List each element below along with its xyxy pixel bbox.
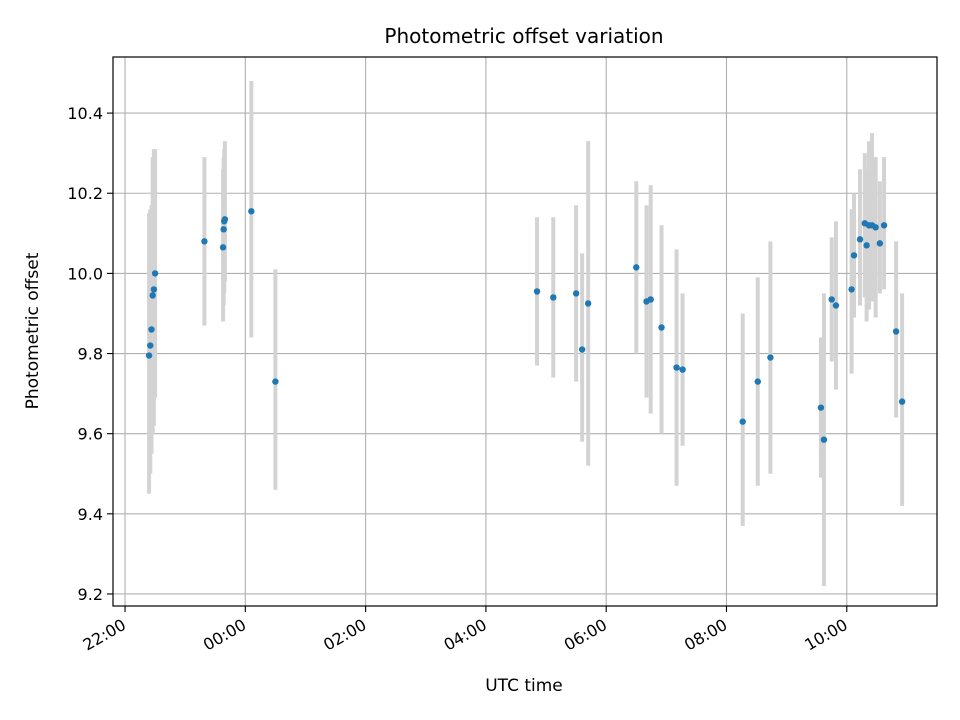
data-point (828, 296, 835, 303)
x-tick-label: 02:00 (320, 615, 369, 655)
data-point (572, 290, 580, 297)
y-tick-label: 9.8 (78, 345, 103, 364)
y-axis-ticks: 9.2 9.4 9.6 9.8 10.0 10.2 10.4 (67, 104, 113, 604)
y-tick-label: 10.4 (67, 104, 103, 123)
data-point (219, 244, 227, 251)
data-point (850, 252, 858, 259)
y-tick-label: 9.6 (78, 425, 103, 444)
data-point (578, 346, 586, 353)
error-bars (147, 81, 905, 586)
data-point (754, 378, 761, 385)
y-axis-label: Photometric offset (23, 252, 43, 409)
x-tick-label: 06:00 (561, 615, 610, 655)
data-point (856, 236, 864, 243)
data-point (673, 364, 680, 371)
data-point (550, 294, 557, 301)
data-point (147, 342, 154, 349)
data-point (221, 216, 229, 223)
x-tick-label: 00:00 (200, 615, 249, 655)
data-point (151, 270, 159, 277)
data-point (872, 224, 879, 231)
data-point (533, 288, 541, 295)
data-point (248, 208, 255, 215)
plot-area-frame (112, 56, 938, 607)
data-point (584, 300, 592, 307)
data-point (658, 324, 665, 331)
data-point (817, 404, 825, 411)
data-point (876, 240, 884, 247)
data-point (848, 286, 855, 293)
data-point (820, 436, 828, 443)
data-point (767, 354, 774, 361)
x-axis-label: UTC time (485, 676, 563, 696)
data-point (220, 226, 227, 233)
x-tick-label: 04:00 (440, 615, 489, 655)
data-points (145, 208, 906, 443)
y-tick-label: 10.2 (67, 184, 103, 203)
x-tick-label: 22:00 (80, 615, 129, 655)
data-point (150, 286, 158, 293)
data-point (148, 326, 155, 333)
data-point (739, 418, 746, 425)
y-tick-label: 9.2 (78, 585, 103, 604)
data-point (863, 242, 870, 249)
data-point (149, 292, 156, 299)
chart-title: Photometric offset variation (384, 24, 663, 48)
y-tick-label: 9.4 (78, 505, 103, 524)
x-tick-label: 10:00 (801, 615, 850, 655)
data-point (880, 222, 888, 229)
data-point (679, 366, 686, 373)
grid-lines (113, 57, 937, 606)
x-tick-label: 08:00 (681, 615, 730, 655)
data-point (832, 302, 840, 309)
data-point (633, 264, 640, 271)
x-axis-ticks: 22:00 00:00 02:00 04:00 06:00 08:00 10:00 (80, 606, 851, 655)
data-point (898, 398, 906, 405)
data-point (201, 238, 208, 245)
data-point (145, 352, 153, 359)
data-point (892, 328, 900, 335)
data-point (272, 378, 279, 385)
data-point (647, 296, 654, 303)
y-tick-label: 10.0 (67, 264, 103, 283)
